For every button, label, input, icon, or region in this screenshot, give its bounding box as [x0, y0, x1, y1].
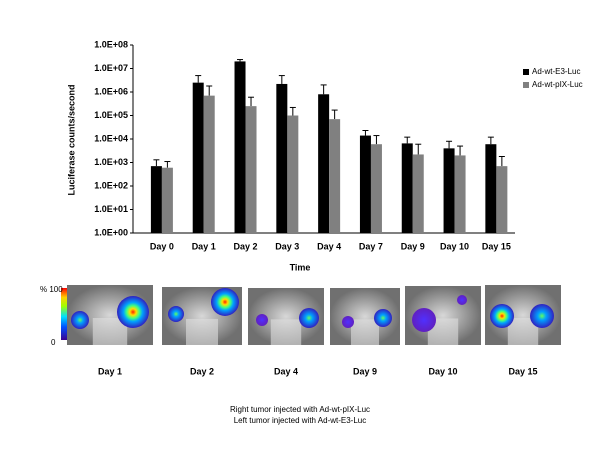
- thumbnail-label: Day 2: [190, 366, 214, 376]
- color-scale: [61, 288, 67, 340]
- signal: [71, 311, 89, 329]
- signal: [490, 304, 514, 328]
- scale-bottom: 0: [51, 338, 56, 347]
- thumbnail-label: Day 9: [353, 366, 377, 376]
- y-axis-label: Luciferase counts/second: [66, 84, 76, 195]
- bar: [454, 155, 466, 233]
- signal: [530, 304, 554, 328]
- thumbnail-body: [270, 319, 302, 345]
- bar: [412, 154, 424, 233]
- x-tick-label: Day 3: [275, 241, 299, 251]
- legend-label: Ad-wt-E3-Luc: [532, 67, 580, 76]
- legend-swatch: [523, 69, 529, 75]
- signal: [342, 316, 354, 328]
- bar: [234, 61, 246, 233]
- bar: [276, 83, 288, 233]
- bar: [245, 106, 257, 233]
- y-tick-label: 1.0E+03: [94, 157, 128, 167]
- signal: [117, 296, 149, 328]
- y-tick-label: 1.0E+05: [94, 110, 128, 120]
- bar: [203, 95, 215, 233]
- bar: [150, 166, 162, 233]
- x-tick-label: Day 10: [440, 241, 469, 251]
- y-tick-label: 1.0E+04: [94, 133, 128, 143]
- x-tick-label: Day 0: [150, 241, 174, 251]
- bar: [329, 119, 341, 233]
- y-tick-label: 1.0E+08: [94, 39, 128, 49]
- bar: [161, 167, 173, 233]
- y-tick-label: 1.0E+01: [94, 204, 128, 214]
- bar: [496, 166, 508, 233]
- bar: [192, 82, 204, 233]
- signal: [168, 306, 184, 322]
- bar: [443, 148, 455, 233]
- thumbnail-label: Day 10: [428, 366, 457, 376]
- signal: [374, 309, 392, 327]
- signal: [211, 288, 239, 316]
- bar: [401, 143, 413, 233]
- bar: [359, 135, 371, 233]
- thumbnail-label: Day 15: [508, 366, 537, 376]
- legend-label: Ad-wt-pIX-Luc: [532, 80, 583, 89]
- x-tick-label: Day 9: [401, 241, 425, 251]
- bar: [485, 144, 497, 233]
- x-axis-label: Time: [290, 262, 311, 272]
- x-tick-label: Day 15: [482, 241, 511, 251]
- thumbnail-label: Day 4: [274, 366, 298, 376]
- signal: [299, 308, 319, 328]
- scale-top: % 100: [40, 285, 63, 294]
- x-tick-label: Day 1: [192, 241, 216, 251]
- bar: [370, 144, 382, 233]
- legend-swatch: [523, 82, 529, 88]
- y-tick-label: 1.0E+07: [94, 63, 128, 73]
- thumbnail-body: [351, 319, 379, 345]
- y-tick-label: 1.0E+00: [94, 227, 128, 237]
- thumbnail-body: [186, 318, 218, 345]
- x-tick-label: Day 4: [317, 241, 341, 251]
- signal: [412, 308, 436, 332]
- y-tick-label: 1.0E+06: [94, 86, 128, 96]
- signal: [457, 295, 467, 305]
- caption: Right tumor injected with Ad-wt-pIX-Luc: [230, 405, 370, 414]
- bar: [287, 115, 299, 233]
- y-tick-label: 1.0E+02: [94, 180, 128, 190]
- thumbnail-label: Day 1: [98, 366, 122, 376]
- bar: [318, 94, 330, 234]
- signal: [256, 314, 268, 326]
- x-tick-label: Day 7: [359, 241, 383, 251]
- caption: Left tumor injected with Ad-wt-E3-Luc: [234, 416, 367, 425]
- x-tick-label: Day 2: [234, 241, 258, 251]
